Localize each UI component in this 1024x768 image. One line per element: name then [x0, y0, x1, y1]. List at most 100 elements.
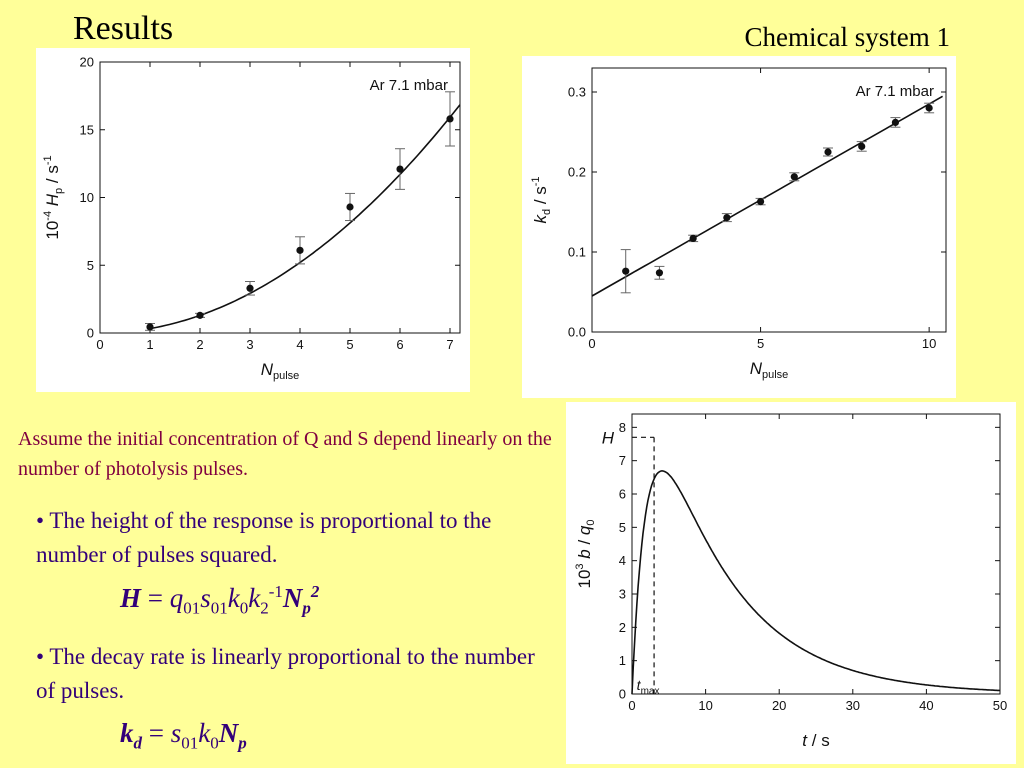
y-axis-label: 103 b / q0 [574, 519, 597, 588]
x-tick-label: 40 [919, 698, 933, 713]
tmax-marker-label: tmax [637, 677, 660, 697]
eq-kd-k0: k [198, 718, 211, 748]
response-curve [631, 470, 1001, 695]
data-point [296, 246, 304, 254]
equation-h: H = q01s01k0k2-1Np2 [120, 582, 319, 618]
eq-kd-lhs-sub: d [133, 733, 143, 753]
x-tick-label: 5 [346, 337, 353, 352]
y-tick-label: 0 [619, 687, 626, 702]
y-label-prefix-sup: 3 [574, 563, 586, 569]
y-tick-label: 10 [80, 190, 94, 205]
y-label-unit: / [575, 535, 594, 549]
y-tick-label: 3 [619, 587, 626, 602]
y-label-unit: / s [43, 165, 62, 188]
x-label-unit: / s [807, 731, 830, 750]
x-label-main: t [802, 731, 808, 750]
y-tick-label: 4 [619, 553, 626, 568]
x-tick-label: 3 [246, 337, 253, 352]
y-tick-label: 0 [87, 326, 94, 341]
chart-annotation: Ar 7.1 mbar [370, 77, 448, 94]
data-point [858, 142, 866, 150]
y-label-sub: d [541, 209, 553, 215]
y-label-main: b [575, 549, 594, 558]
eq-h-s-sub: 01 [210, 598, 228, 618]
eq-kd-k0-sub: 0 [210, 733, 219, 753]
x-tick-label: 0 [588, 336, 595, 351]
data-point [824, 148, 832, 156]
x-axis-label-main: N [750, 359, 763, 378]
y-label-prefix: 10 [43, 221, 62, 240]
eq-h-equals: = [141, 583, 170, 613]
eq-h-k0: k [227, 583, 240, 613]
data-point [396, 165, 404, 173]
eq-h-n: N [282, 583, 303, 613]
plot-frame [99, 61, 461, 334]
x-axis-label: t / s [802, 731, 829, 750]
eq-h-k2-sup: -1 [268, 582, 283, 601]
bullet-height: • The height of the response is proporti… [36, 508, 492, 567]
tmax-label-main: t [637, 677, 642, 693]
y-tick-label: 8 [619, 420, 626, 435]
eq-kd-s: s [170, 718, 182, 748]
y-tick-label: 7 [619, 453, 626, 468]
eq-h-q-sub: 01 [183, 598, 201, 618]
y-label-unit-sub: 0 [585, 519, 597, 525]
h-marker-label: H [602, 428, 615, 447]
x-axis-label: Npulse [261, 360, 300, 382]
y-tick-label: 2 [619, 620, 626, 635]
data-point [346, 203, 354, 211]
x-axis-label-sub: pulse [762, 369, 788, 381]
eq-h-n-sup: 2 [310, 582, 320, 601]
y-tick-label: 20 [80, 55, 94, 70]
y-tick-label: 5 [87, 258, 94, 273]
fit-line [149, 104, 461, 330]
x-axis-label-sub: pulse [273, 370, 299, 382]
x-tick-label: 30 [846, 698, 860, 713]
eq-kd-n-sub: p [238, 733, 247, 753]
x-axis-label-main: N [261, 360, 274, 379]
y-tick-label: 0.3 [568, 85, 586, 100]
eq-kd-lhs: k [120, 718, 134, 748]
data-point [196, 311, 204, 319]
tmax-label-sub: max [641, 686, 660, 697]
x-tick-label: 10 [698, 698, 712, 713]
slide-title: Results [73, 10, 174, 47]
y-tick-label: 0.2 [568, 165, 586, 180]
chart-kd-vs-npulse: 0 5 10 0.0 0.1 0.2 0.3 Ar 7.1 mbar Npulse kd / s-… [522, 56, 956, 398]
y-tick-label: 0.1 [568, 245, 586, 260]
x-tick-label: 4 [296, 337, 303, 352]
plot-frame [591, 67, 947, 333]
eq-kd-n: N [218, 718, 239, 748]
x-tick-label: 50 [993, 698, 1007, 713]
x-tick-label: 1 [146, 337, 153, 352]
data-point [655, 269, 664, 277]
intro-text: Assume the initial concentration of Q an… [18, 428, 552, 480]
eq-kd-s-sub: 01 [181, 733, 199, 753]
data-point [790, 173, 798, 181]
y-label-main: H [43, 193, 62, 206]
x-tick-label: 0 [96, 337, 103, 352]
equation-kd: kd = s01k0Np [120, 718, 247, 753]
data-point [146, 323, 154, 331]
eq-h-lhs: H [120, 583, 142, 613]
bullet-decay: • The decay rate is linearly proportiona… [36, 644, 535, 703]
x-tick-label: 2 [196, 337, 203, 352]
eq-h-q: q [169, 583, 184, 613]
eq-h-n-sub: p [302, 598, 311, 618]
y-label-prefix: 10 [575, 570, 594, 589]
x-tick-label: 20 [772, 698, 786, 713]
data-point [689, 234, 697, 242]
fit-line [591, 95, 943, 297]
eq-h-k0-sub: 0 [239, 598, 249, 618]
y-label-unit: / s [531, 186, 550, 209]
y-label-unit-sup: -1 [530, 176, 542, 186]
x-tick-label: 7 [446, 337, 453, 352]
data-point [756, 198, 765, 206]
y-label-main: k [531, 214, 550, 224]
eq-h-s: s [200, 583, 211, 613]
data-point [891, 118, 900, 126]
y-label-q: q [575, 525, 594, 535]
x-tick-label: 0 [628, 698, 635, 713]
y-label-prefix-sup: -4 [42, 211, 54, 221]
